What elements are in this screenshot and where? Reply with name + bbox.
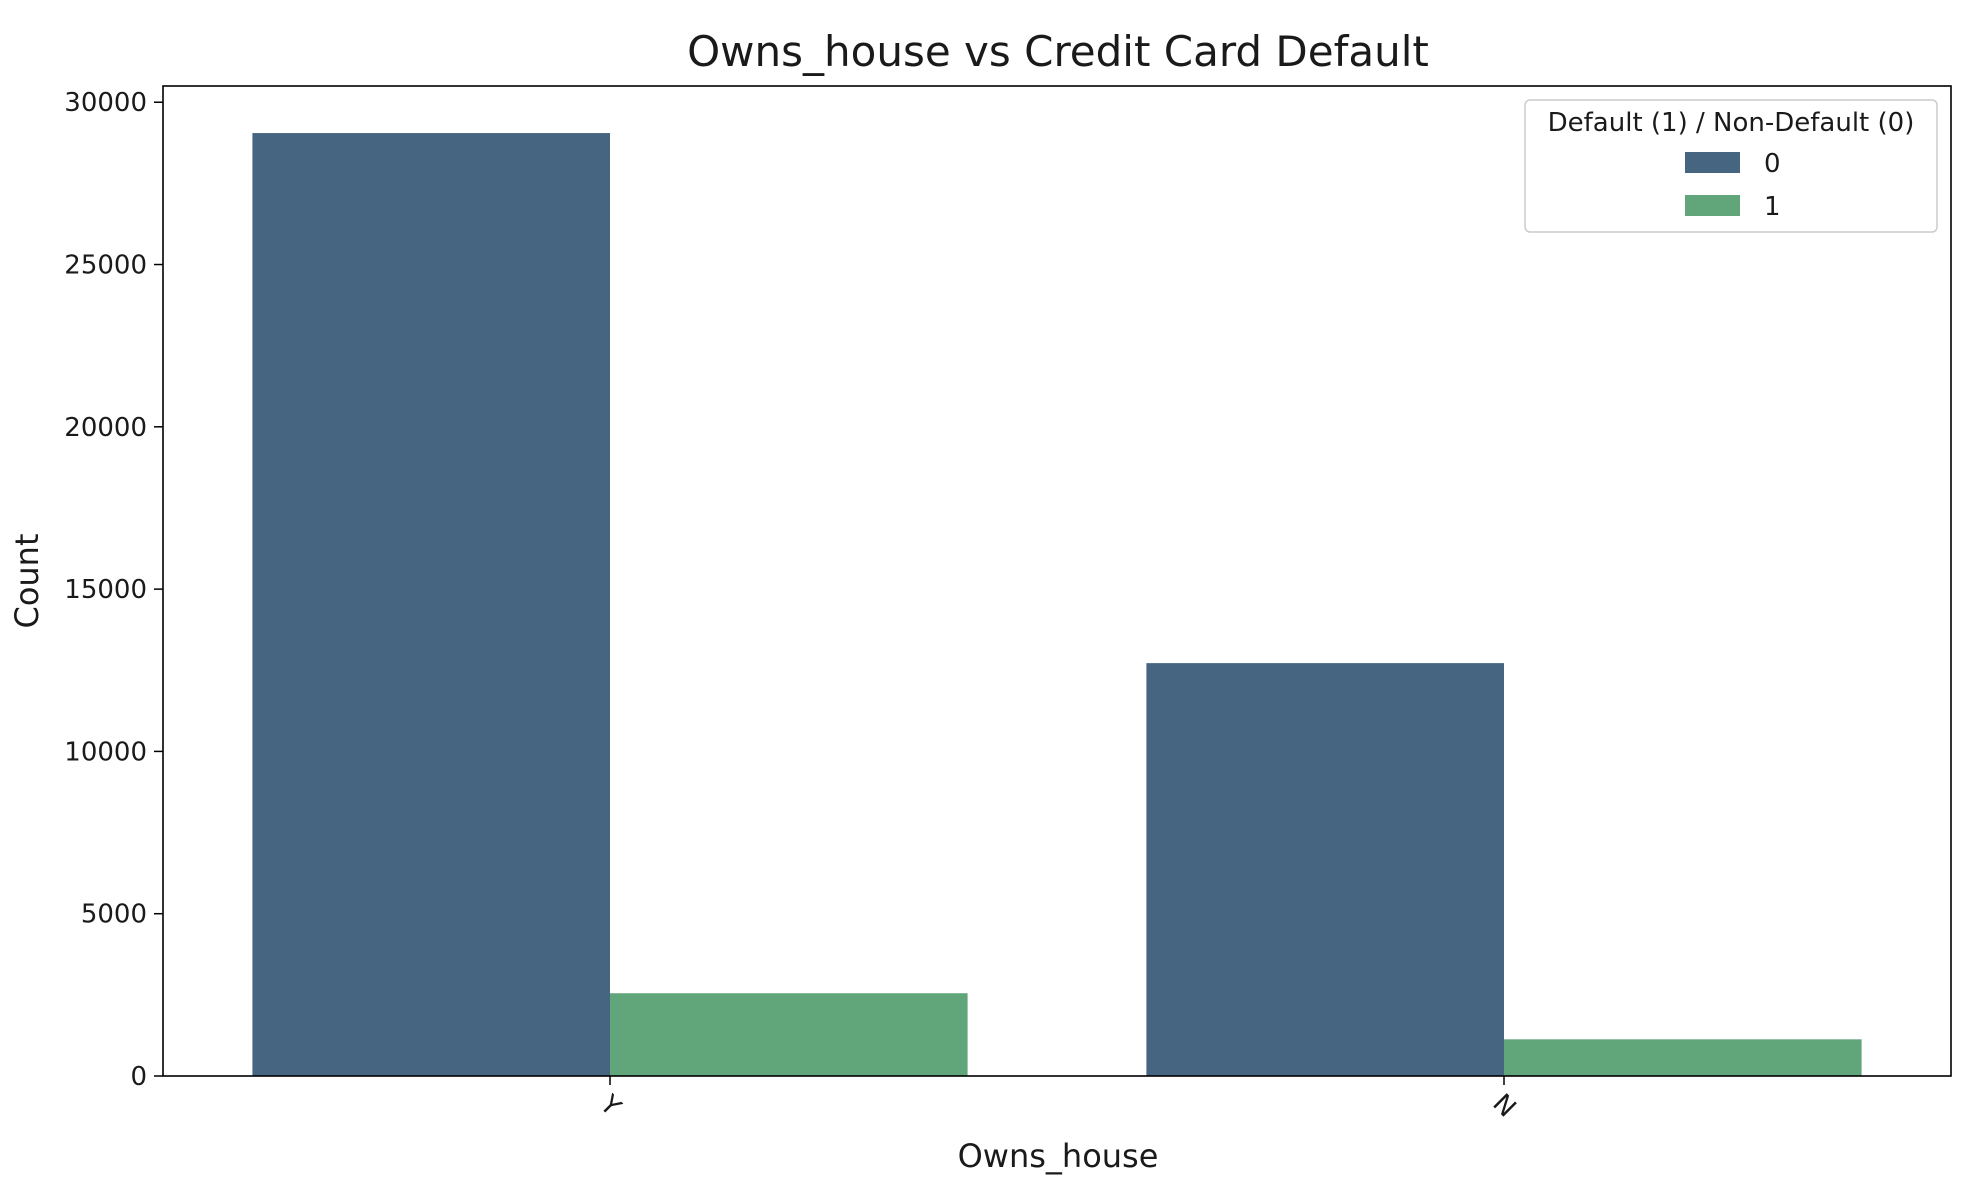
legend-label-0: 0	[1764, 149, 1781, 179]
legend-swatch-0	[1685, 152, 1740, 173]
bar-N-1	[1504, 1039, 1862, 1076]
chart-title: Owns_house vs Credit Card Default	[687, 27, 1429, 76]
y-tick-label: 10000	[64, 737, 147, 767]
y-tick-label: 5000	[81, 900, 147, 930]
y-tick-label: 0	[130, 1062, 147, 1092]
y-tick-label: 25000	[64, 251, 147, 281]
y-axis-ticks: 0 5000 10000 15000 20000 25000 30000	[64, 88, 163, 1092]
y-axis-label: Count	[8, 533, 46, 628]
legend-entries: 01	[1685, 149, 1781, 222]
x-tick-label: Y	[593, 1089, 626, 1122]
bar-Y-1	[610, 993, 968, 1076]
legend: Default (1) / Non-Default (0) 01	[1524, 99, 1938, 233]
y-tick-label: 20000	[64, 413, 147, 443]
legend-swatch-1	[1685, 195, 1740, 216]
bar-Y-0	[252, 133, 610, 1077]
plot-frame	[162, 85, 1952, 1077]
y-tick-label: 30000	[64, 88, 147, 118]
y-tick-label: 15000	[64, 575, 147, 605]
legend-title: Default (1) / Non-Default (0)	[1548, 108, 1915, 138]
bars	[252, 133, 1862, 1077]
bar-N-0	[1146, 663, 1504, 1076]
x-tick-label: N	[1487, 1089, 1522, 1124]
legend-label-1: 1	[1764, 192, 1781, 222]
x-axis-label: Owns_house	[958, 1137, 1159, 1175]
